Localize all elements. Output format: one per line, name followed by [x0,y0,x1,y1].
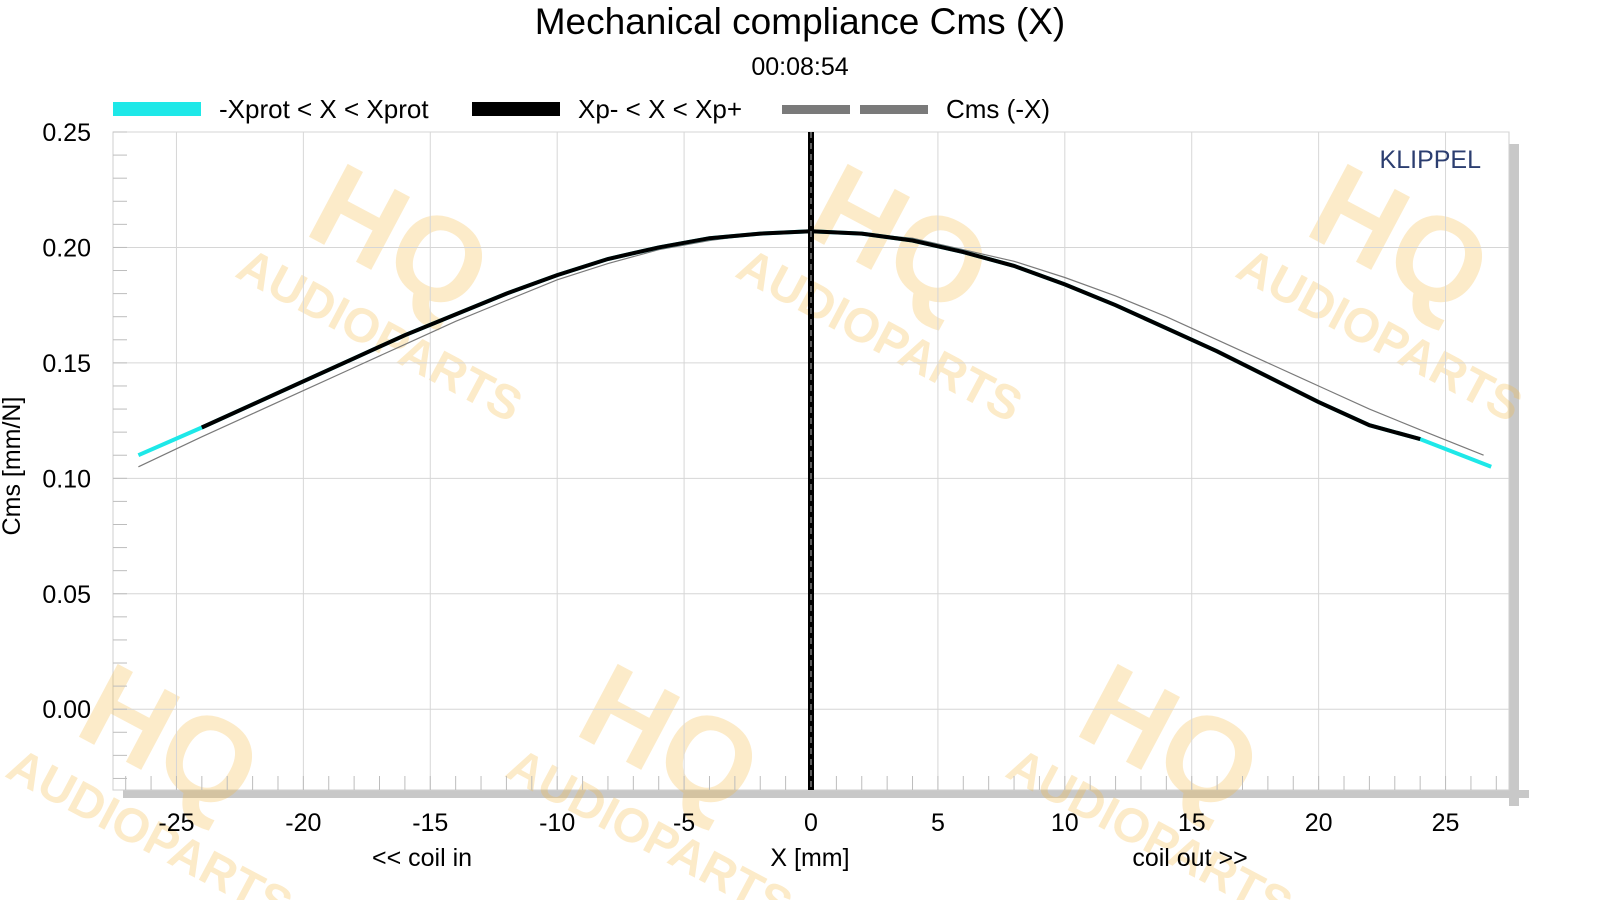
brand-label: KLIPPEL [1380,146,1482,174]
x-annotation-coil-in: << coil in [372,844,472,872]
legend-item-cms-neg: Cms (-X) [782,92,1050,126]
x-tick-label: -20 [285,809,321,837]
y-tick-label: 0.20 [42,234,91,262]
legend-swatch-cms-neg-b [860,104,928,114]
tick-labels: -25 -20 -15 -10 -5 0 5 10 15 20 25 0.00 0.05 0.10 0.15… [42,119,1459,837]
x-tick-label: 0 [804,809,818,837]
frame-shadow-right [1509,144,1519,806]
y-axis-label: Cms [mm/N] [0,397,26,536]
legend-swatch-xp [472,102,560,116]
y-tick-label: 0.15 [42,350,91,378]
y-tick-label: 0.05 [42,581,91,609]
legend-swatch-xprot [113,102,201,116]
chart-subtitle: 00:08:54 [751,53,849,81]
x-tick-label: 25 [1432,809,1460,837]
x-tick-label: -25 [158,809,194,837]
frame-shadow-bottom [123,790,1529,798]
x-tick-label: 20 [1305,809,1333,837]
x-tick-label: -15 [412,809,448,837]
y-tick-label: 0.00 [42,696,91,724]
legend-label-cms-neg: Cms (-X) [946,94,1050,124]
plot-frame-shadow [123,144,1529,806]
x-tick-label: 5 [931,809,945,837]
chart-title: Mechanical compliance Cms (X) [534,1,1066,42]
y-tick-label: 0.25 [42,119,91,147]
legend-item-xprot: -Xprot < X < Xprot [113,92,429,126]
x-tick-label: -10 [539,809,575,837]
legend-label-xprot: -Xprot < X < Xprot [219,94,429,124]
x-axis-label: X [mm] [770,844,849,872]
y-tick-label: 0.10 [42,465,91,493]
x-tick-label: 10 [1051,809,1079,837]
legend-label-xp: Xp- < X < Xp+ [578,94,743,124]
legend-item-xp: Xp- < X < Xp+ [472,92,742,126]
legend-swatch-cms-neg-a [782,104,850,114]
x-tick-label: 15 [1178,809,1206,837]
minor-ticks [113,131,1497,790]
x-annotation-coil-out: coil out >> [1132,844,1247,872]
x-tick-label: -5 [673,809,695,837]
